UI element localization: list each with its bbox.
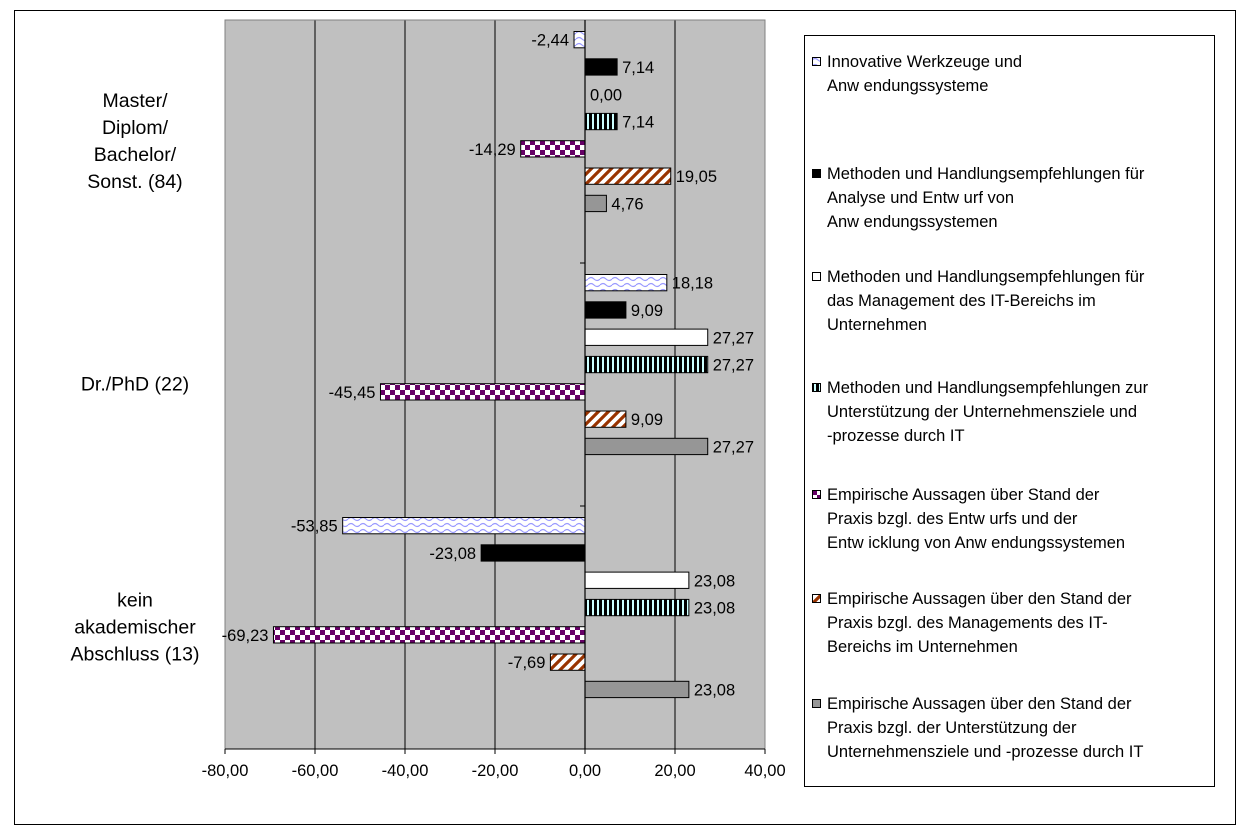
x-tick-label: -40,00 [382, 762, 429, 780]
data-label: -14,29 [469, 141, 516, 159]
legend-label-line: Bereichs im Unternehmen [827, 635, 1215, 659]
legend-label: Empirische Aussagen über Stand der Praxis… [827, 483, 1215, 555]
legend-label-line: Praxis bzgl. des Entw urfs und der [827, 507, 1215, 531]
bar [574, 32, 585, 48]
legend-item: Empirische Aussagen über den Stand der Pr… [805, 692, 1215, 764]
legend-swatch [812, 383, 821, 392]
data-label: 27,27 [713, 357, 754, 375]
legend-label-line: Empirische Aussagen über den Stand der [827, 587, 1215, 611]
legend-swatch [812, 57, 821, 66]
category-label: kein [117, 590, 153, 612]
x-tick-label: -80,00 [202, 762, 249, 780]
data-label: -23,08 [429, 545, 476, 563]
data-label: 9,09 [631, 411, 663, 429]
category-label: Master/ [102, 90, 168, 112]
bar [585, 599, 689, 615]
x-tick-label: 40,00 [744, 762, 785, 780]
data-label: 7,14 [622, 114, 654, 132]
bar [481, 545, 585, 561]
category-label: Diplom/ [102, 117, 169, 139]
bar [585, 329, 708, 345]
legend-item: Empirische Aussagen über den Stand der Pr… [805, 587, 1215, 659]
data-label: 0,00 [590, 86, 622, 104]
legend-item: Methoden und Handlungsempfehlungen für An… [805, 162, 1215, 234]
data-label: -2,44 [531, 32, 569, 50]
legend-label-line: Unternehmensziele und -prozesse durch IT [827, 740, 1215, 764]
x-tick-label: -20,00 [472, 762, 519, 780]
legend-label-line: Analyse und Entw urf von [827, 186, 1215, 210]
legend-item: Methoden und Handlungsempfehlungen zur Un… [805, 376, 1215, 448]
data-label: 19,05 [676, 168, 717, 186]
bar [585, 113, 617, 129]
bar [585, 195, 606, 211]
category-label: Abschluss (13) [71, 644, 200, 666]
legend-item: Empirische Aussagen über Stand der Praxis… [805, 483, 1215, 555]
legend-label-line: Methoden und Handlungsempfehlungen für [827, 162, 1215, 186]
bar [585, 681, 689, 697]
bar [585, 168, 671, 184]
data-label: 4,76 [611, 195, 643, 213]
x-tick-label: -60,00 [292, 762, 339, 780]
bar [585, 356, 708, 372]
legend-label-line: Innovative Werkzeuge und [827, 50, 1215, 74]
legend-label-line: -prozesse durch IT [827, 424, 1215, 448]
bar [585, 411, 626, 427]
legend-label: Methoden und Handlungsempfehlungen zur Un… [827, 376, 1215, 448]
data-label: 9,09 [631, 302, 663, 320]
legend-label-line: Empirische Aussagen über Stand der [827, 483, 1215, 507]
data-label: 27,27 [713, 438, 754, 456]
bar [380, 384, 585, 400]
legend-swatch [812, 699, 821, 708]
data-label: 23,08 [694, 600, 735, 618]
legend-label: Methoden und Handlungsempfehlungen für da… [827, 265, 1215, 337]
category-label: Bachelor/ [94, 144, 177, 166]
legend-label: Innovative Werkzeuge und Anw endungssyste… [827, 50, 1215, 98]
bar [585, 572, 689, 588]
data-label: 23,08 [694, 681, 735, 699]
legend-swatch [812, 594, 821, 603]
bar [585, 438, 708, 454]
legend-swatch [812, 169, 821, 178]
legend-label-line: Empirische Aussagen über den Stand der [827, 692, 1215, 716]
data-label: 23,08 [694, 572, 735, 590]
data-label: 18,18 [672, 275, 713, 293]
legend-label-line: Entw icklung von Anw endungssystemen [827, 531, 1215, 555]
bar [521, 141, 585, 157]
legend-label-line: Praxis bzgl. der Unterstützung der [827, 716, 1215, 740]
bar [343, 518, 585, 534]
data-label: -7,69 [508, 654, 546, 672]
legend-label-line: Methoden und Handlungsempfehlungen zur [827, 376, 1215, 400]
bar [273, 627, 585, 643]
legend-label-line: das Management des IT-Bereichs im [827, 289, 1215, 313]
legend-label-line: Praxis bzgl. des Managements des IT- [827, 611, 1215, 635]
legend-swatch [812, 490, 821, 499]
legend-label-line: Unternehmen [827, 313, 1215, 337]
legend-label: Empirische Aussagen über den Stand der Pr… [827, 692, 1215, 764]
legend-label: Methoden und Handlungsempfehlungen für An… [827, 162, 1215, 234]
bar [585, 275, 667, 291]
legend-label-line: Methoden und Handlungsempfehlungen für [827, 265, 1215, 289]
category-label: akademischer [74, 617, 196, 639]
data-label: 27,27 [713, 329, 754, 347]
legend-item: Innovative Werkzeuge und Anw endungssyste… [805, 50, 1215, 98]
bar [585, 59, 617, 75]
category-label: Sonst. (84) [87, 171, 182, 193]
x-tick-label: 20,00 [654, 762, 695, 780]
x-tick-label: 0,00 [569, 762, 601, 780]
data-label: 7,14 [622, 59, 654, 77]
legend-swatch [812, 272, 821, 281]
legend: Innovative Werkzeuge und Anw endungssyste… [804, 35, 1215, 787]
legend-label-line: Anw endungssystemen [827, 210, 1215, 234]
bar [585, 302, 626, 318]
category-label: Dr./PhD (22) [81, 374, 189, 396]
data-label: -69,23 [222, 627, 269, 645]
legend-label-line: Unterstützung der Unternehmensziele und [827, 400, 1215, 424]
data-label: -53,85 [291, 518, 338, 536]
legend-label: Empirische Aussagen über den Stand der Pr… [827, 587, 1215, 659]
data-label: -45,45 [329, 384, 376, 402]
legend-label-line: Anw endungssysteme [827, 74, 1215, 98]
legend-item: Methoden und Handlungsempfehlungen für da… [805, 265, 1215, 337]
bar [550, 654, 585, 670]
